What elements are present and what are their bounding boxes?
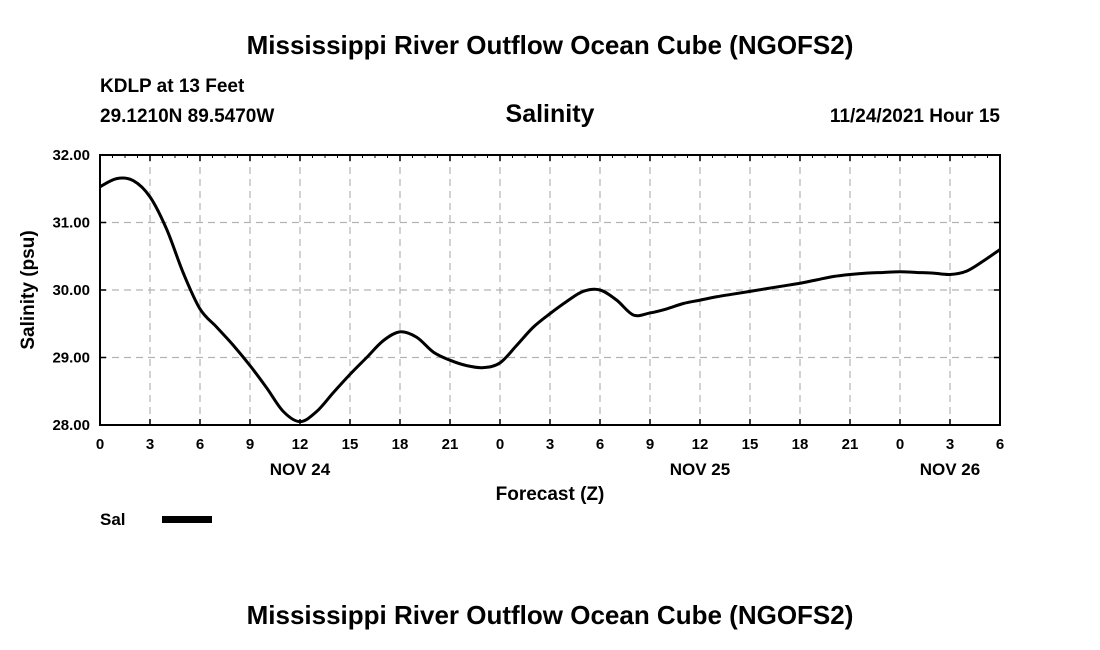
station-coords: 29.1210N 89.5470W (100, 106, 275, 127)
x-tick-label: 21 (442, 436, 459, 453)
series-line-sal (99, 176, 1001, 424)
x-tick-label: 0 (96, 436, 104, 453)
y-tick-label: 30.00 (52, 282, 90, 299)
x-axis-label: Forecast (Z) (496, 484, 605, 505)
x-tick-label: 3 (546, 436, 554, 453)
series-layer (99, 176, 1001, 424)
station-label: KDLP at 13 Feet (100, 76, 245, 97)
legend-label: Sal (100, 510, 126, 529)
x-tick-label: 6 (196, 436, 204, 453)
day-label: NOV 24 (270, 460, 331, 479)
forecast-timestamp: 11/24/2021 Hour 15 (829, 106, 1000, 127)
x-tick-label: 15 (342, 436, 359, 453)
chart-title: Mississippi River Outflow Ocean Cube (NG… (246, 30, 854, 60)
x-tick-label: 3 (146, 436, 154, 453)
grid (100, 155, 1000, 425)
x-tick-label: 0 (896, 436, 904, 453)
x-tick-label: 0 (496, 436, 504, 453)
ticks: 0 3 6 9 12 15 18 21 0 3 6 9 12 15 18 21 0 3 6 28.00 29.00 30.… (52, 147, 1004, 479)
x-tick-label: 15 (742, 436, 759, 453)
y-tick-label: 31.00 (52, 215, 90, 232)
y-tick-label: 29.00 (52, 350, 90, 367)
y-tick-label: 32.00 (52, 147, 90, 164)
footer-title: Mississippi River Outflow Ocean Cube (NG… (246, 600, 854, 630)
x-tick-label: 18 (392, 436, 409, 453)
day-label: NOV 25 (670, 460, 730, 479)
x-tick-label: 21 (842, 436, 859, 453)
y-tick-label: 28.00 (52, 417, 90, 434)
x-tick-label: 3 (946, 436, 954, 453)
x-tick-label: 18 (792, 436, 809, 453)
x-tick-label: 6 (596, 436, 604, 453)
y-axis-label: Salinity (psu) (18, 230, 39, 349)
x-tick-label: 6 (996, 436, 1004, 453)
variable-title: Salinity (505, 100, 595, 128)
legend-swatch (162, 516, 212, 523)
x-tick-label: 9 (246, 436, 254, 453)
day-label: NOV 26 (920, 460, 980, 479)
x-tick-label: 12 (292, 436, 309, 453)
x-tick-label: 9 (646, 436, 654, 453)
x-tick-label: 12 (692, 436, 709, 453)
